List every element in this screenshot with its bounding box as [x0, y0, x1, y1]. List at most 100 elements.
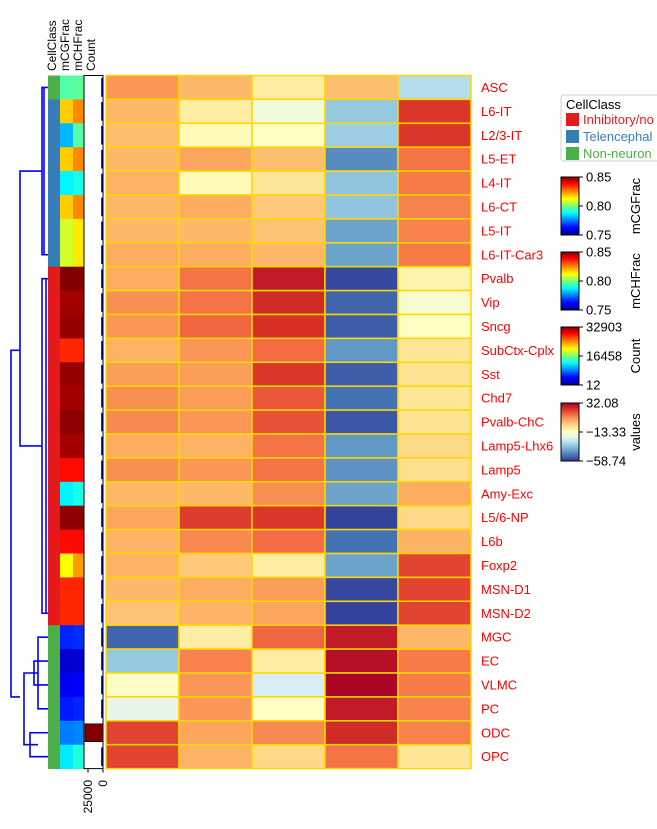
row-label: L5-ET [481, 152, 516, 167]
colorbar-segment [561, 208, 579, 211]
mcgfrac-cell [60, 649, 73, 674]
count-axis-tick-label: 0 [96, 780, 110, 787]
heatmap-cell [397, 361, 472, 387]
cellclass-cell [48, 601, 60, 626]
colorbar-segment [561, 210, 579, 213]
heatmap-cell [397, 648, 472, 674]
colorbar-segment [561, 265, 579, 267]
colorbar-segment [561, 369, 579, 371]
colorbar-segment [561, 358, 579, 361]
annotation-header: mCHFrac [71, 20, 85, 71]
colorbar-segment [561, 181, 579, 184]
colorbar-segment [561, 353, 579, 356]
legend-swatch [566, 113, 579, 126]
count-bar [101, 699, 104, 719]
mchfrac-cell [73, 625, 86, 650]
colorbar-segment [561, 216, 579, 219]
colorbar-segment [561, 214, 579, 217]
cellclass-cell [48, 338, 60, 363]
dendrogram-branch [23, 672, 38, 746]
count-panel-frame [83, 75, 104, 770]
heatmap-cell [178, 313, 253, 340]
mcgfrac-cell [60, 123, 73, 148]
colorbar-segment [561, 361, 579, 364]
heatmap-cell [251, 743, 326, 770]
row-label: L6-IT [481, 104, 511, 119]
mcgfrac-cell [60, 147, 73, 172]
heatmap-cell [105, 361, 180, 387]
heatmap-cell [105, 218, 180, 244]
colorbar-segment [561, 439, 579, 442]
colorbar-segment [561, 301, 579, 304]
heatmap-cell [397, 457, 472, 483]
heatmap-cell [178, 361, 253, 387]
count-bar [101, 221, 104, 241]
mcgfrac-cell [60, 386, 73, 411]
colorbar-segment [561, 344, 579, 347]
colorbar-segment [561, 340, 579, 342]
heatmap-cell [105, 265, 180, 292]
cellclass-cell [48, 99, 60, 124]
heatmap-cell [178, 504, 253, 531]
mchfrac-cell [73, 75, 86, 100]
mcgfrac-cell [60, 99, 73, 124]
colorbar-segment [561, 279, 579, 282]
heatmap-cell [178, 385, 253, 411]
mchfrac-cell [73, 577, 86, 602]
colorbar-segment [561, 252, 579, 254]
cellclass-cell [48, 434, 60, 459]
heatmap-cell [251, 481, 326, 507]
colorbar-segment [561, 417, 579, 420]
colorbar-segment [561, 302, 579, 305]
colorbar-segment [561, 299, 579, 302]
heatmap-cell [251, 361, 326, 387]
row-label: L2/3-IT [481, 128, 522, 143]
heatmap-cell [324, 600, 399, 626]
count-bar [101, 102, 104, 121]
heatmap-cell [251, 98, 326, 125]
colorbar-segment [561, 229, 579, 232]
colorbar-segment [561, 307, 579, 310]
heatmap-cell [178, 170, 253, 196]
colorbar-segment [561, 204, 579, 207]
count-bar [101, 627, 104, 647]
mcgfrac-cell [60, 696, 73, 722]
row-label: Chd7 [481, 391, 512, 406]
heatmap-cell [251, 218, 326, 244]
colorbar-segment [561, 367, 579, 370]
colorbar-segment [561, 294, 579, 296]
dendrogram-branch [19, 170, 42, 447]
colorbar-segment [561, 374, 579, 377]
heatmap-cell [324, 504, 399, 531]
count-bar [101, 197, 104, 217]
heatmap-cell [105, 552, 180, 579]
colorbar-segment [561, 281, 579, 283]
heatmap-cell [251, 122, 326, 148]
cellclass-cell [48, 362, 60, 387]
colorbar-segment [561, 379, 579, 382]
dendrogram-branch [45, 277, 48, 615]
heatmap-cell [105, 313, 180, 340]
colorbar-segment [561, 411, 579, 414]
mchfrac-cell [73, 696, 86, 722]
colorbar-segment [561, 341, 579, 344]
mchfrac-cell [73, 410, 86, 435]
heatmap-cell [251, 337, 326, 364]
colorbar-segment [561, 292, 579, 295]
heatmap-cell [397, 528, 472, 555]
mchfrac-cell [73, 457, 86, 483]
row-label: VLMC [481, 677, 517, 692]
legend-item-label: Non-neuron [583, 146, 652, 161]
heatmap-cell [397, 481, 472, 507]
count-bar [101, 460, 104, 480]
colorbar-segment [561, 253, 579, 256]
heatmap-cell [251, 74, 326, 101]
mchfrac-cell [73, 218, 86, 244]
dendrogram-branch [10, 349, 20, 698]
mcgfrac-cell [60, 720, 73, 746]
heatmap-cell [324, 457, 399, 483]
mchfrac-cell [73, 649, 86, 674]
colorbar-segment [561, 430, 579, 433]
colorbar-segment [561, 217, 579, 220]
colorbar-label: mCHFrac [628, 253, 643, 309]
